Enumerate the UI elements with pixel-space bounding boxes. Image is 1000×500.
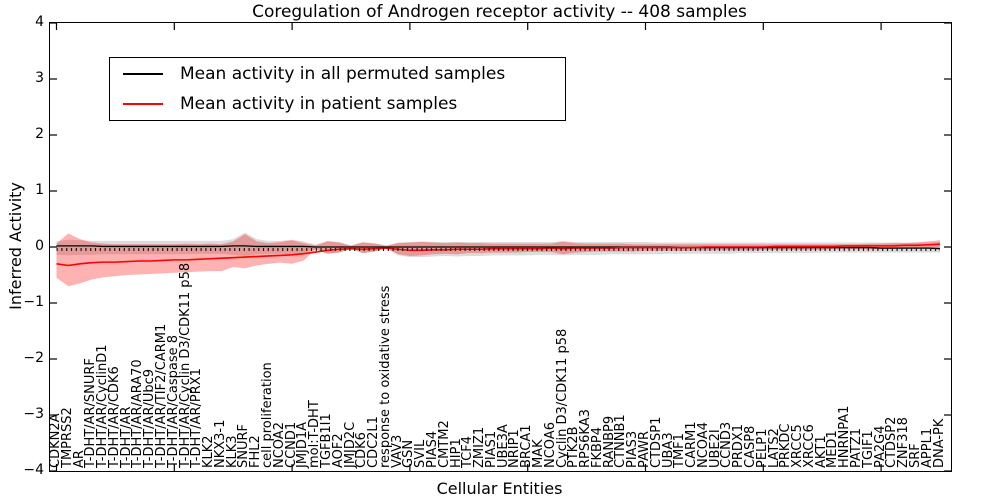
plot-canvas — [50, 23, 951, 471]
y-tick-label: −1 — [23, 294, 44, 310]
legend: Mean activity in all permuted samples Me… — [109, 57, 566, 121]
y-tick-label: −4 — [23, 462, 44, 478]
y-tick-label: 1 — [35, 182, 44, 198]
x-tick-label: DNA-PK — [931, 418, 947, 468]
y-tick-label: 0 — [35, 238, 44, 254]
plot-area: Mean activity in all permuted samples Me… — [49, 22, 952, 472]
legend-entry-permuted: Mean activity in all permuted samples — [110, 61, 565, 87]
y-tick-label: −2 — [23, 350, 44, 366]
patient-line-swatch — [123, 102, 163, 105]
permuted-line-swatch — [123, 73, 163, 76]
x-axis-label: Cellular Entities — [436, 479, 563, 498]
legend-label: Mean activity in all permuted samples — [180, 64, 506, 85]
y-tick-label: 3 — [35, 70, 44, 86]
chart-title: Coregulation of Androgen receptor activi… — [252, 2, 747, 22]
y-tick-label: −3 — [23, 406, 44, 422]
y-tick-label: 2 — [35, 126, 44, 142]
y-tick-label: 4 — [35, 14, 44, 30]
legend-entry-patient: Mean activity in patient samples — [110, 91, 565, 117]
legend-label: Mean activity in patient samples — [180, 93, 458, 114]
